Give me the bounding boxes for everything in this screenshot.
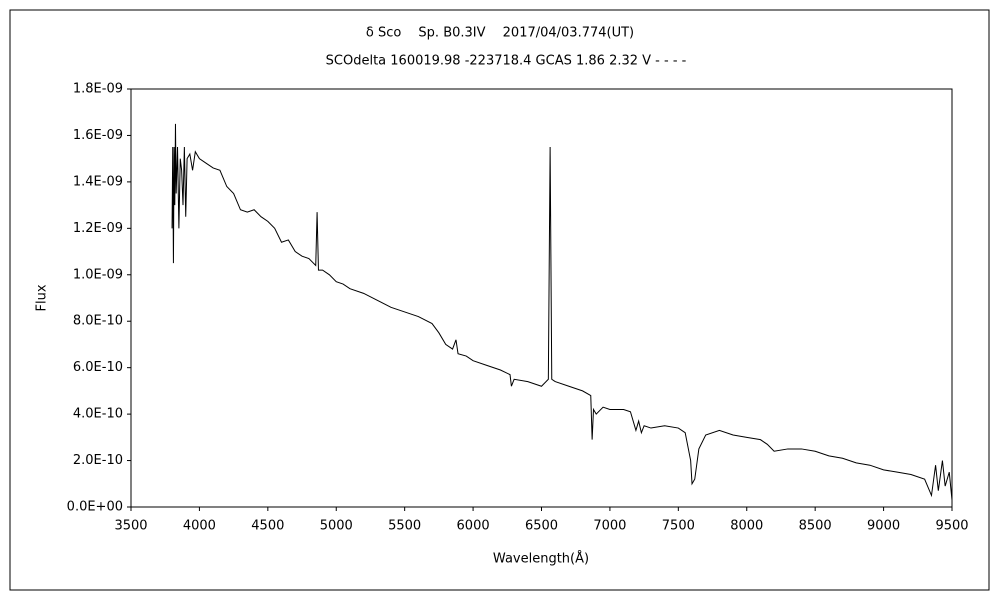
plot-area xyxy=(130,88,953,508)
x-tick-label: 5500 xyxy=(388,519,421,534)
y-tick-label: 1.0E-09 xyxy=(73,267,123,282)
x-tick-label: 4000 xyxy=(183,519,216,534)
chart-subtitle: SCOdelta 160019.98 -223718.4 GCAS 1.86 2… xyxy=(326,54,687,69)
y-axis-label: Flux xyxy=(35,284,50,311)
x-tick-label: 8500 xyxy=(799,519,832,534)
y-tick-label: 1.6E-09 xyxy=(73,128,123,143)
x-tick-label: 9000 xyxy=(867,519,900,534)
y-tick-label: 8.0E-10 xyxy=(73,314,123,329)
x-tick-label: 5000 xyxy=(320,519,353,534)
x-tick-label: 3500 xyxy=(114,519,147,534)
y-tick-label: 4.0E-10 xyxy=(73,407,123,422)
x-axis-label: Wavelength(Å) xyxy=(493,551,589,567)
y-tick-label: 6.0E-10 xyxy=(73,360,123,375)
spectrum-line xyxy=(171,123,953,501)
y-tick-label: 1.2E-09 xyxy=(73,221,123,236)
x-tick-label: 7000 xyxy=(593,519,626,534)
x-tick-label: 8000 xyxy=(730,519,763,534)
x-tick-label: 6000 xyxy=(457,519,490,534)
x-tick-label: 9500 xyxy=(935,519,968,534)
y-tick-label: 2.0E-10 xyxy=(73,453,123,468)
x-tick-label: 4500 xyxy=(251,519,284,534)
y-tick-label: 1.4E-09 xyxy=(73,174,123,189)
y-tick-label: 1.8E-09 xyxy=(73,82,123,97)
chart-title: δ Sco Sp. B0.3IV 2017/04/03.774(UT) xyxy=(366,26,634,41)
y-tick-label: 0.0E+00 xyxy=(67,500,123,515)
x-tick-label: 7500 xyxy=(662,519,695,534)
x-tick-label: 6500 xyxy=(525,519,558,534)
